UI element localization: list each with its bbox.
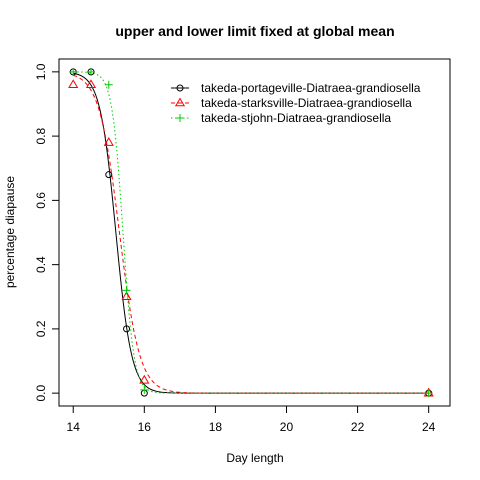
x-tick-label: 24 [422,420,436,434]
data-point-series-3 [104,80,113,89]
x-axis: 14 16 18 20 22 24 [67,405,436,434]
x-axis-label: Day length [226,451,283,465]
data-point-series-2 [68,79,79,89]
x-tick-label: 14 [67,420,81,434]
data-markers [68,67,434,398]
data-point-series-3 [69,67,78,76]
legend-label: takeda-stjohn-Diatraea-grandiosella [201,111,391,125]
data-point-series-3 [86,67,95,76]
legend-marker [176,114,184,122]
fitted-curve-series-2 [73,74,429,394]
data-point-series-3 [424,389,433,398]
x-tick-label: 22 [351,420,365,434]
legend-label: takeda-portageville-Diatraea-grandiosell… [201,81,421,95]
y-tick-label: 0.6 [34,192,48,209]
y-tick-label: 0.4 [34,256,48,273]
x-tick-label: 18 [209,420,223,434]
data-point-series-1 [123,325,131,333]
y-tick-label: 0.8 [34,127,48,144]
legend-marker [176,84,184,92]
x-tick-label: 20 [280,420,294,434]
y-tick-label: 0.2 [34,320,48,337]
data-point-series-2 [121,291,132,301]
data-point-series-1 [105,171,113,179]
data-point-series-2 [139,374,150,384]
y-axis-label: percentage diapause [3,176,17,288]
data-point-series-3 [122,286,131,295]
legend-label: takeda-starksville-Diatraea-grandiosella [201,96,412,110]
data-point-series-3 [140,385,149,394]
data-point-series-2 [85,79,97,89]
x-tick-label: 16 [138,420,152,434]
data-point-series-2 [103,137,114,146]
legend: takeda-portageville-Diatraea-grandiosell… [171,81,421,125]
fitted-curve-series-1 [73,72,429,394]
fitted-curves [73,71,429,394]
y-tick-label: 0.0 [34,384,48,401]
legend-marker [174,97,186,107]
chart-title: upper and lower limit fixed at global me… [115,23,394,39]
y-tick-label: 1.0 [34,63,48,80]
y-axis: 0.0 0.2 0.4 0.6 0.8 1.0 [34,63,60,401]
